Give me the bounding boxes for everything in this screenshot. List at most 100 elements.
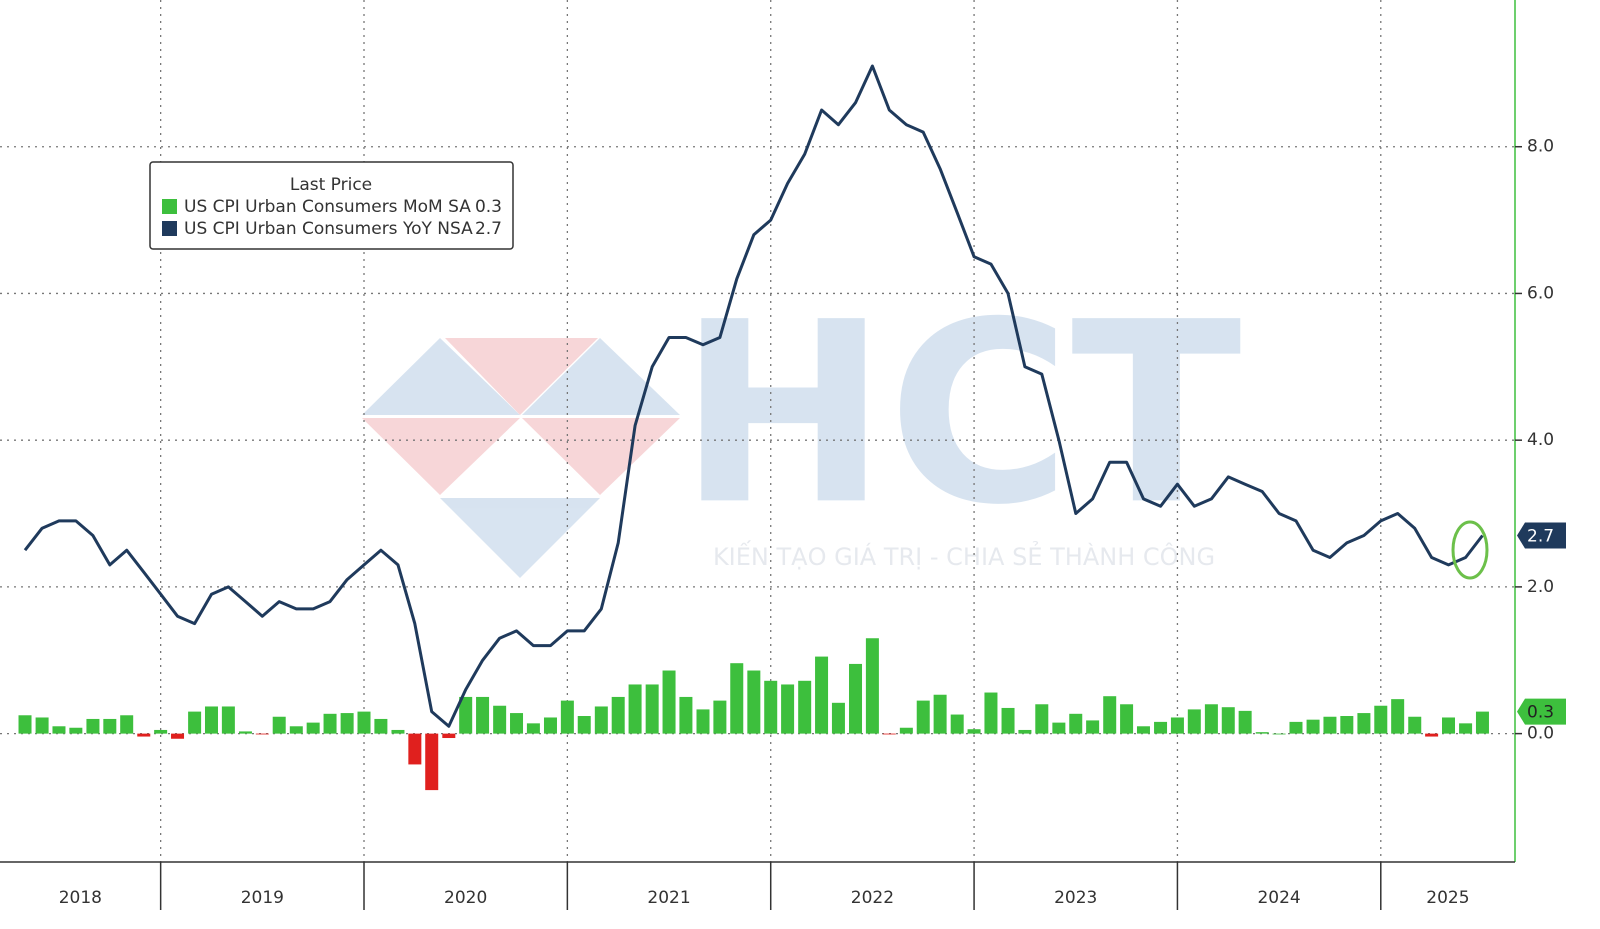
bar (120, 715, 134, 734)
bar (1120, 704, 1134, 734)
bar (781, 684, 795, 734)
bar (1001, 707, 1015, 734)
y-tick-label: 8.0 (1527, 137, 1554, 157)
x-tick-label: 2025 (1426, 888, 1469, 908)
bar (459, 696, 473, 734)
bar (1086, 720, 1100, 734)
bar (408, 733, 422, 765)
bar (679, 696, 693, 734)
bar (1255, 732, 1269, 734)
bar (916, 700, 930, 734)
y-tick-label: 0.0 (1527, 724, 1554, 744)
bar (1103, 696, 1117, 734)
bar (577, 716, 591, 734)
bar (1154, 721, 1168, 734)
bar (1170, 717, 1184, 734)
bar (865, 638, 879, 734)
value-badge-label: 2.7 (1527, 527, 1554, 547)
bar (899, 727, 913, 734)
legend-swatch (162, 199, 177, 214)
bar (1306, 719, 1320, 734)
bar (1442, 717, 1456, 734)
bar (306, 722, 320, 734)
bar (815, 656, 829, 734)
bar (476, 696, 490, 734)
x-tick-label: 2023 (1054, 888, 1097, 908)
y-tick-label: 4.0 (1527, 430, 1554, 450)
bar (1289, 721, 1303, 734)
y-tick-label: 6.0 (1527, 283, 1554, 303)
bar (391, 729, 405, 734)
line (23, 64, 1484, 728)
bar (730, 663, 744, 734)
bar (764, 680, 778, 734)
bar (747, 670, 761, 734)
bar (18, 715, 32, 734)
plot-area (0, 0, 1515, 862)
legend-box (149, 161, 514, 250)
bar (510, 713, 524, 734)
legend-title: Last Price (290, 175, 372, 195)
bar (882, 733, 896, 735)
bar (272, 716, 286, 734)
y-tick-label: 2.0 (1527, 577, 1554, 597)
bar (103, 718, 117, 734)
bar (1391, 699, 1405, 734)
watermark-slogan: KIẾN TẠO GIÁ TRỊ - CHIA SẺ THÀNH CÔNG (713, 539, 1215, 571)
bar (1238, 710, 1252, 734)
bar (221, 706, 235, 734)
logo-shape (522, 338, 680, 415)
bar (35, 717, 49, 734)
bar (289, 726, 303, 734)
bar (967, 729, 981, 734)
bar (86, 718, 100, 734)
bar (543, 717, 557, 734)
bar (950, 714, 964, 734)
legend-value: 2.7 (475, 219, 502, 239)
bar (1357, 713, 1371, 734)
bar (171, 733, 185, 739)
bar (933, 694, 947, 734)
bar (1018, 729, 1032, 734)
legend-swatch (162, 221, 177, 236)
bar (1475, 711, 1489, 734)
bar (1408, 716, 1422, 734)
highlight-circle (1451, 520, 1489, 580)
logo-shape (440, 498, 600, 578)
bar (137, 733, 151, 737)
bar (323, 713, 337, 734)
bar (52, 726, 66, 734)
legend-items: US CPI Urban Consumers MoM SA 0.3US CPI U… (162, 197, 502, 239)
logo-shape (362, 418, 520, 495)
bar (1136, 726, 1150, 734)
bar (1340, 716, 1354, 734)
watermark-logo: HCT (678, 268, 1241, 559)
bar (831, 702, 845, 734)
value-badge (1517, 522, 1566, 549)
value-badge-label: 0.3 (1527, 703, 1554, 723)
bar (1272, 733, 1286, 735)
bar (255, 733, 269, 735)
logo-shape (522, 418, 680, 495)
bar (1459, 723, 1473, 734)
bar (188, 711, 202, 734)
bar (1204, 704, 1218, 734)
bar (611, 696, 625, 734)
bar (526, 723, 540, 734)
value-badge (1517, 698, 1566, 725)
bar (594, 706, 608, 734)
bar (374, 718, 388, 734)
legend-label: US CPI Urban Consumers MoM SA (184, 197, 471, 217)
bar (696, 709, 710, 734)
bar (204, 706, 218, 734)
bar (713, 700, 727, 734)
bar (154, 729, 168, 734)
x-tick-label: 2022 (851, 888, 894, 908)
legend-label: US CPI Urban Consumers YoY NSA (184, 219, 473, 239)
bar (849, 663, 863, 734)
bar (1069, 713, 1083, 734)
logo-shape (362, 338, 520, 415)
bar (1323, 716, 1337, 734)
bar (662, 670, 676, 734)
